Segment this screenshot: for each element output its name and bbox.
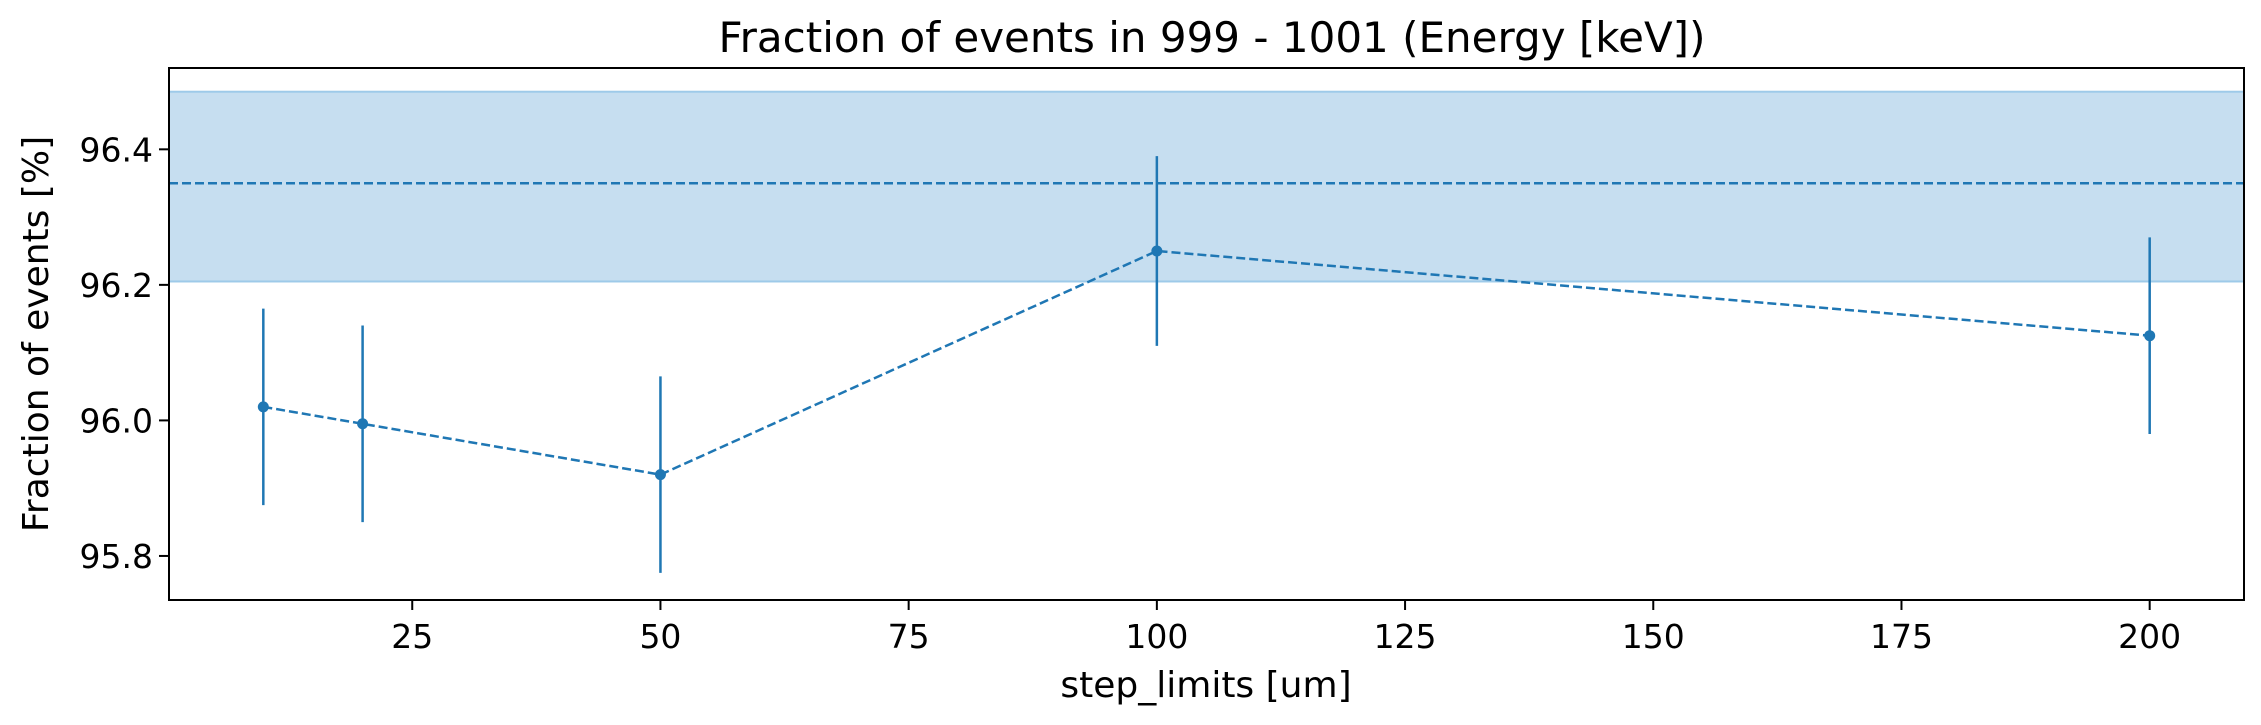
y-axis: 95.8 96.0 96.2 96.4 [80,130,169,576]
x-tick-label: 150 [1622,617,1685,656]
x-tick-label: 200 [2118,617,2181,656]
data-point [2144,330,2156,342]
y-tick-label: 96.2 [80,266,153,305]
reference-band [168,90,2245,283]
y-tick-label: 96.4 [80,130,153,169]
y-tick-label: 96.0 [80,401,153,440]
x-tick-label: 125 [1374,617,1437,656]
chart-title: Fraction of events in 999 - 1001 (Energy… [719,13,1706,62]
plot-frame [168,67,2245,601]
series-line [263,249,2150,476]
x-tick-label: 25 [391,617,433,656]
data-point [357,418,369,430]
x-axis: 25 50 75 100 125 150 175 200 [391,600,2181,656]
plot-area [168,67,2245,601]
x-axis-label: step_limits [um] [1060,665,1351,706]
data-point [654,469,666,481]
data-point [257,401,269,413]
y-tick-label: 95.8 [80,537,153,576]
x-tick-label: 100 [1125,617,1188,656]
data-point [1151,245,1163,257]
x-tick-label: 50 [639,617,681,656]
x-tick-label: 175 [1870,617,1933,656]
x-tick-label: 75 [888,617,930,656]
y-axis-label: Fraction of events [%] [16,136,57,532]
